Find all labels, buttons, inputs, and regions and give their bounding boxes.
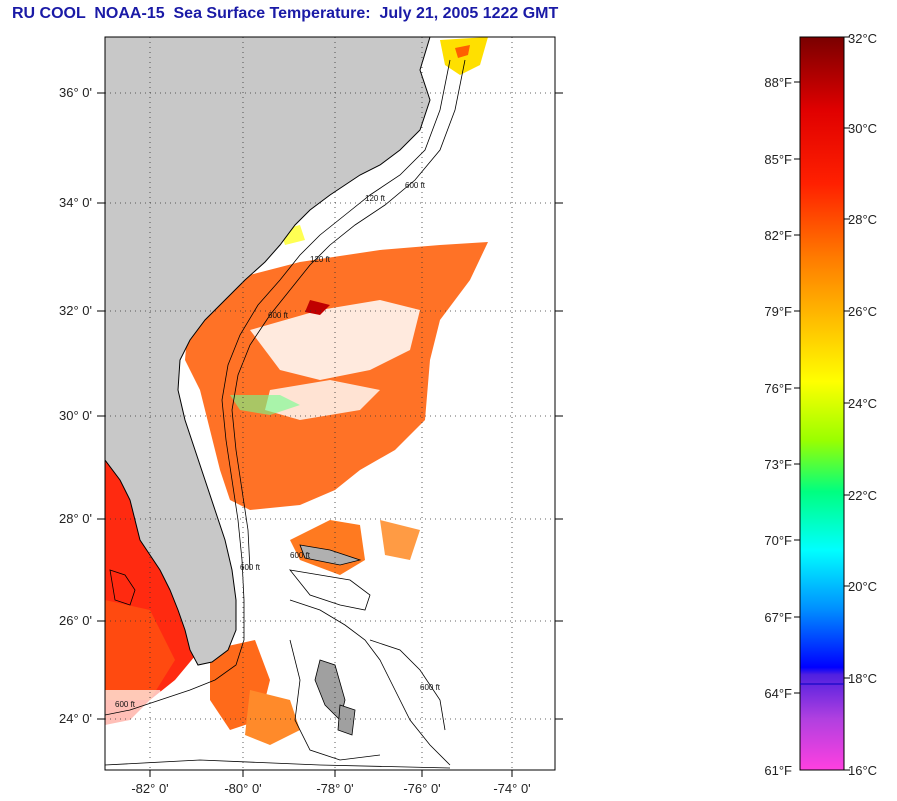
fahrenheit-label: 88°F bbox=[764, 75, 792, 90]
celsius-label: 18°C bbox=[848, 671, 877, 686]
fahrenheit-label: 73°F bbox=[764, 457, 792, 472]
contour-label: 600 ft bbox=[115, 700, 136, 709]
contour-label: 120 ft bbox=[310, 255, 331, 264]
celsius-label: 22°C bbox=[848, 488, 877, 503]
lat-label: 36° 0' bbox=[59, 85, 92, 100]
map-title: RU COOL NOAA-15 Sea Surface Temperature:… bbox=[12, 5, 559, 22]
land-mass bbox=[105, 37, 431, 666]
bahamas-island bbox=[299, 544, 362, 566]
celsius-label: 16°C bbox=[848, 763, 877, 778]
contour-label: 600 ft bbox=[268, 311, 289, 320]
lat-label: 30° 0' bbox=[59, 408, 92, 423]
lat-label: 32° 0' bbox=[59, 303, 92, 318]
lon-label: -78° 0' bbox=[316, 781, 353, 796]
map-frame bbox=[104, 36, 556, 771]
contour-labels: 120 ft 600 ft 600 ft 600 ft 600 ft 120 f… bbox=[115, 181, 441, 709]
lon-label: -76° 0' bbox=[403, 781, 440, 796]
fahrenheit-label: 61°F bbox=[764, 763, 792, 778]
fahrenheit-label: 85°F bbox=[764, 152, 792, 167]
lat-label: 34° 0' bbox=[59, 195, 92, 210]
contour-label: 600 ft bbox=[240, 563, 261, 572]
lat-label: 24° 0' bbox=[59, 711, 92, 726]
celsius-label: 32°C bbox=[848, 31, 877, 46]
contour-label: 600 ft bbox=[290, 551, 311, 560]
fahrenheit-label: 67°F bbox=[764, 610, 792, 625]
fahrenheit-label: 79°F bbox=[764, 304, 792, 319]
map-area bbox=[105, 37, 555, 770]
sst-data-layer bbox=[105, 37, 488, 745]
colorbar: 32°C 30°C 28°C 26°C 24°C 22°C 20°C 18°C … bbox=[764, 31, 877, 778]
celsius-label: 24°C bbox=[848, 396, 877, 411]
fahrenheit-label: 70°F bbox=[764, 533, 792, 548]
fahrenheit-label: 76°F bbox=[764, 381, 792, 396]
axis-ticks bbox=[97, 92, 563, 777]
fahrenheit-label: 82°F bbox=[764, 228, 792, 243]
celsius-label: 20°C bbox=[848, 579, 877, 594]
depth-contours bbox=[105, 59, 466, 769]
contour-label: 120 ft bbox=[365, 194, 386, 203]
celsius-label: 28°C bbox=[848, 212, 877, 227]
celsius-label: 30°C bbox=[848, 121, 877, 136]
colorbar-gradient bbox=[799, 36, 845, 771]
lat-label: 28° 0' bbox=[59, 511, 92, 526]
lon-label: -82° 0' bbox=[131, 781, 168, 796]
latitude-labels: 36° 0' 34° 0' 32° 0' 30° 0' 28° 0' 26° 0… bbox=[59, 85, 92, 726]
contour-label: 600 ft bbox=[405, 181, 426, 190]
lat-label: 26° 0' bbox=[59, 613, 92, 628]
lon-label: -74° 0' bbox=[493, 781, 530, 796]
lon-label: -80° 0' bbox=[224, 781, 261, 796]
fahrenheit-label: 64°F bbox=[764, 686, 792, 701]
lat-lon-grid bbox=[105, 37, 555, 770]
bahamas-island bbox=[337, 704, 356, 736]
contour-label: 600 ft bbox=[420, 683, 441, 692]
longitude-labels: -82° 0' -80° 0' -78° 0' -76° 0' -74° 0' bbox=[131, 781, 530, 796]
celsius-label: 26°C bbox=[848, 304, 877, 319]
